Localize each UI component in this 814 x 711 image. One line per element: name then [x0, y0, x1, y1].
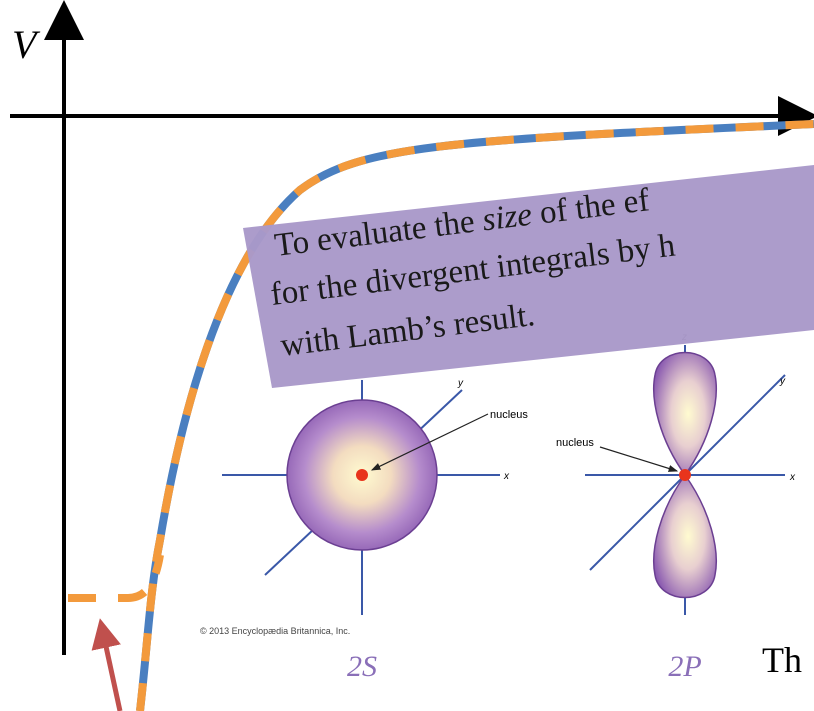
axis-name: y — [457, 378, 464, 389]
orbital-caption: 2S — [347, 650, 377, 683]
slide: V nucleus x y nucleus x y z © 2013 Encyc… — [0, 0, 814, 711]
axis-name: x — [503, 471, 510, 482]
callout-emphasis: size — [480, 197, 534, 239]
axis-name: y — [779, 376, 786, 387]
trailing-text: Th — [762, 640, 802, 680]
orbital-2p: nucleus x y z — [556, 332, 796, 615]
callout: To evaluate the size of the ef for the d… — [243, 165, 814, 388]
axis-name: x — [789, 472, 796, 483]
orbital-caption: 2P — [668, 650, 701, 683]
nucleus-label: nucleus — [556, 437, 594, 449]
copyright: © 2013 Encyclopædia Britannica, Inc. — [200, 626, 350, 636]
axis-label: V — [12, 22, 41, 67]
nucleus-label: nucleus — [490, 409, 528, 421]
page: {"axis_label": "V", "callout": {"line1":… — [0, 0, 814, 711]
orbital-2s: nucleus x y — [222, 378, 528, 615]
